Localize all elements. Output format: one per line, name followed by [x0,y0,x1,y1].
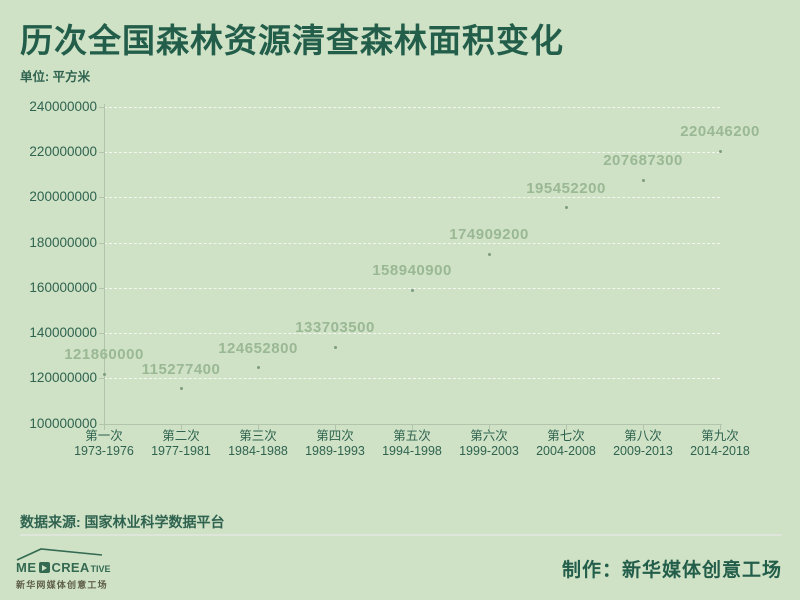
survey-round-label: 第七次 [547,429,585,443]
data-point [333,345,337,349]
data-point [256,366,260,370]
y-axis-tick-label: 220000000 [29,144,97,160]
data-point-value-label: 133703500 [295,319,375,337]
y-axis-tick-label: 200000000 [29,189,97,205]
media-creative-logo: ME CREA TIVE 新华网媒体创意工场 [16,547,112,591]
survey-years-label: 1994-1998 [382,444,442,458]
x-axis-tick [104,424,105,430]
data-point [410,288,414,292]
x-axis-tick [489,424,490,430]
h-gridline [104,242,720,244]
survey-round-label: 第八次 [624,429,662,443]
x-axis-tick-label: 第六次 1999-2003 [444,429,534,459]
y-axis-tick-label: 120000000 [29,370,97,386]
y-axis-tick [99,287,104,289]
data-point-value-label: 220446200 [680,123,760,141]
survey-round-label: 第五次 [393,429,431,443]
x-axis-tick [258,424,259,430]
logo-subtitle: 新华网媒体创意工场 [16,580,108,590]
data-point-value-label: 115277400 [141,360,221,378]
h-gridline [104,333,720,335]
logo-roof-icon [16,548,103,561]
survey-years-label: 2009-2013 [613,444,673,458]
y-axis-tick [99,107,104,108]
y-axis-tick-label: 140000000 [29,325,97,341]
data-point [179,387,183,391]
survey-years-label: 1973-1976 [74,444,134,458]
y-axis-tick [99,152,104,154]
data-point [487,252,491,256]
survey-round-label: 第一次 [85,429,123,443]
data-point-value-label: 174909200 [449,226,529,244]
survey-round-label: 第二次 [162,429,200,443]
y-axis-tick [99,333,104,335]
survey-years-label: 1989-1993 [305,444,365,458]
h-gridline [104,152,720,154]
y-axis-tick-label: 160000000 [29,279,97,295]
x-axis-tick [643,424,644,430]
h-gridline [104,197,720,199]
data-point [641,178,645,182]
logo-wordmark: ME CREA TIVE [16,560,112,575]
x-axis-tick [335,424,336,430]
survey-years-label: 1977-1981 [151,444,211,458]
x-axis-tick-label: 第五次 1994-1998 [367,429,457,459]
y-axis-tick-label: 240000000 [29,99,97,114]
x-axis-tick-label: 第八次 2009-2013 [598,429,688,459]
x-axis-tick [566,424,567,430]
x-axis-tick [720,424,721,430]
survey-years-label: 2004-2008 [536,444,596,458]
x-axis-tick-label: 第四次 1989-1993 [290,429,380,459]
x-axis-line [104,423,722,425]
x-axis-tick-label: 第二次 1977-1981 [136,429,226,459]
y-axis-tick-label: 100000000 [29,415,97,431]
data-point [718,149,722,153]
data-point-value-label: 124652800 [218,339,298,357]
x-axis-tick-label: 第九次 2014-2018 [675,429,765,459]
h-gridline [104,287,720,289]
data-source-label: 数据来源: 国家林业科学数据平台 [20,514,225,530]
y-axis-tick [99,197,104,199]
x-axis-tick [181,424,182,430]
data-point [564,206,568,210]
y-axis-line [104,104,105,425]
play-icon [38,562,50,573]
survey-years-label: 1984-1988 [228,444,288,458]
data-point-value-label: 121860000 [64,346,144,364]
survey-round-label: 第九次 [701,429,739,443]
h-gridline [104,107,720,108]
y-axis-tick [99,242,104,244]
x-axis-tick-label: 第三次 1984-1988 [213,429,303,459]
unit-label: 单位: 平方米 [20,70,91,84]
x-axis-tick-label: 第一次 1973-1976 [59,429,149,459]
x-axis-tick-label: 第七次 2004-2008 [521,429,611,459]
footer-divider [20,534,782,536]
data-point-value-label: 207687300 [603,152,683,170]
logo-text-me: ME [16,560,37,575]
survey-round-label: 第四次 [316,429,354,443]
page-title: 历次全国森林资源清查森林面积变化 [20,22,564,59]
survey-round-label: 第三次 [239,429,277,443]
y-axis-tick-label: 180000000 [29,234,97,250]
data-point-value-label: 158940900 [372,262,452,280]
survey-years-label: 2014-2018 [690,444,750,458]
x-axis-tick [412,424,413,430]
data-point-value-label: 195452200 [526,179,606,197]
survey-years-label: 1999-2003 [459,444,519,458]
y-axis-tick [99,378,104,380]
survey-round-label: 第六次 [470,429,508,443]
h-gridline [104,378,720,380]
logo-text-tive: TIVE [90,564,111,574]
data-point [102,372,106,376]
credit-label: 制作：新华媒体创意工场 [561,560,782,581]
y-axis-tick [99,423,104,425]
logo-text-crea: CREA [51,560,90,575]
